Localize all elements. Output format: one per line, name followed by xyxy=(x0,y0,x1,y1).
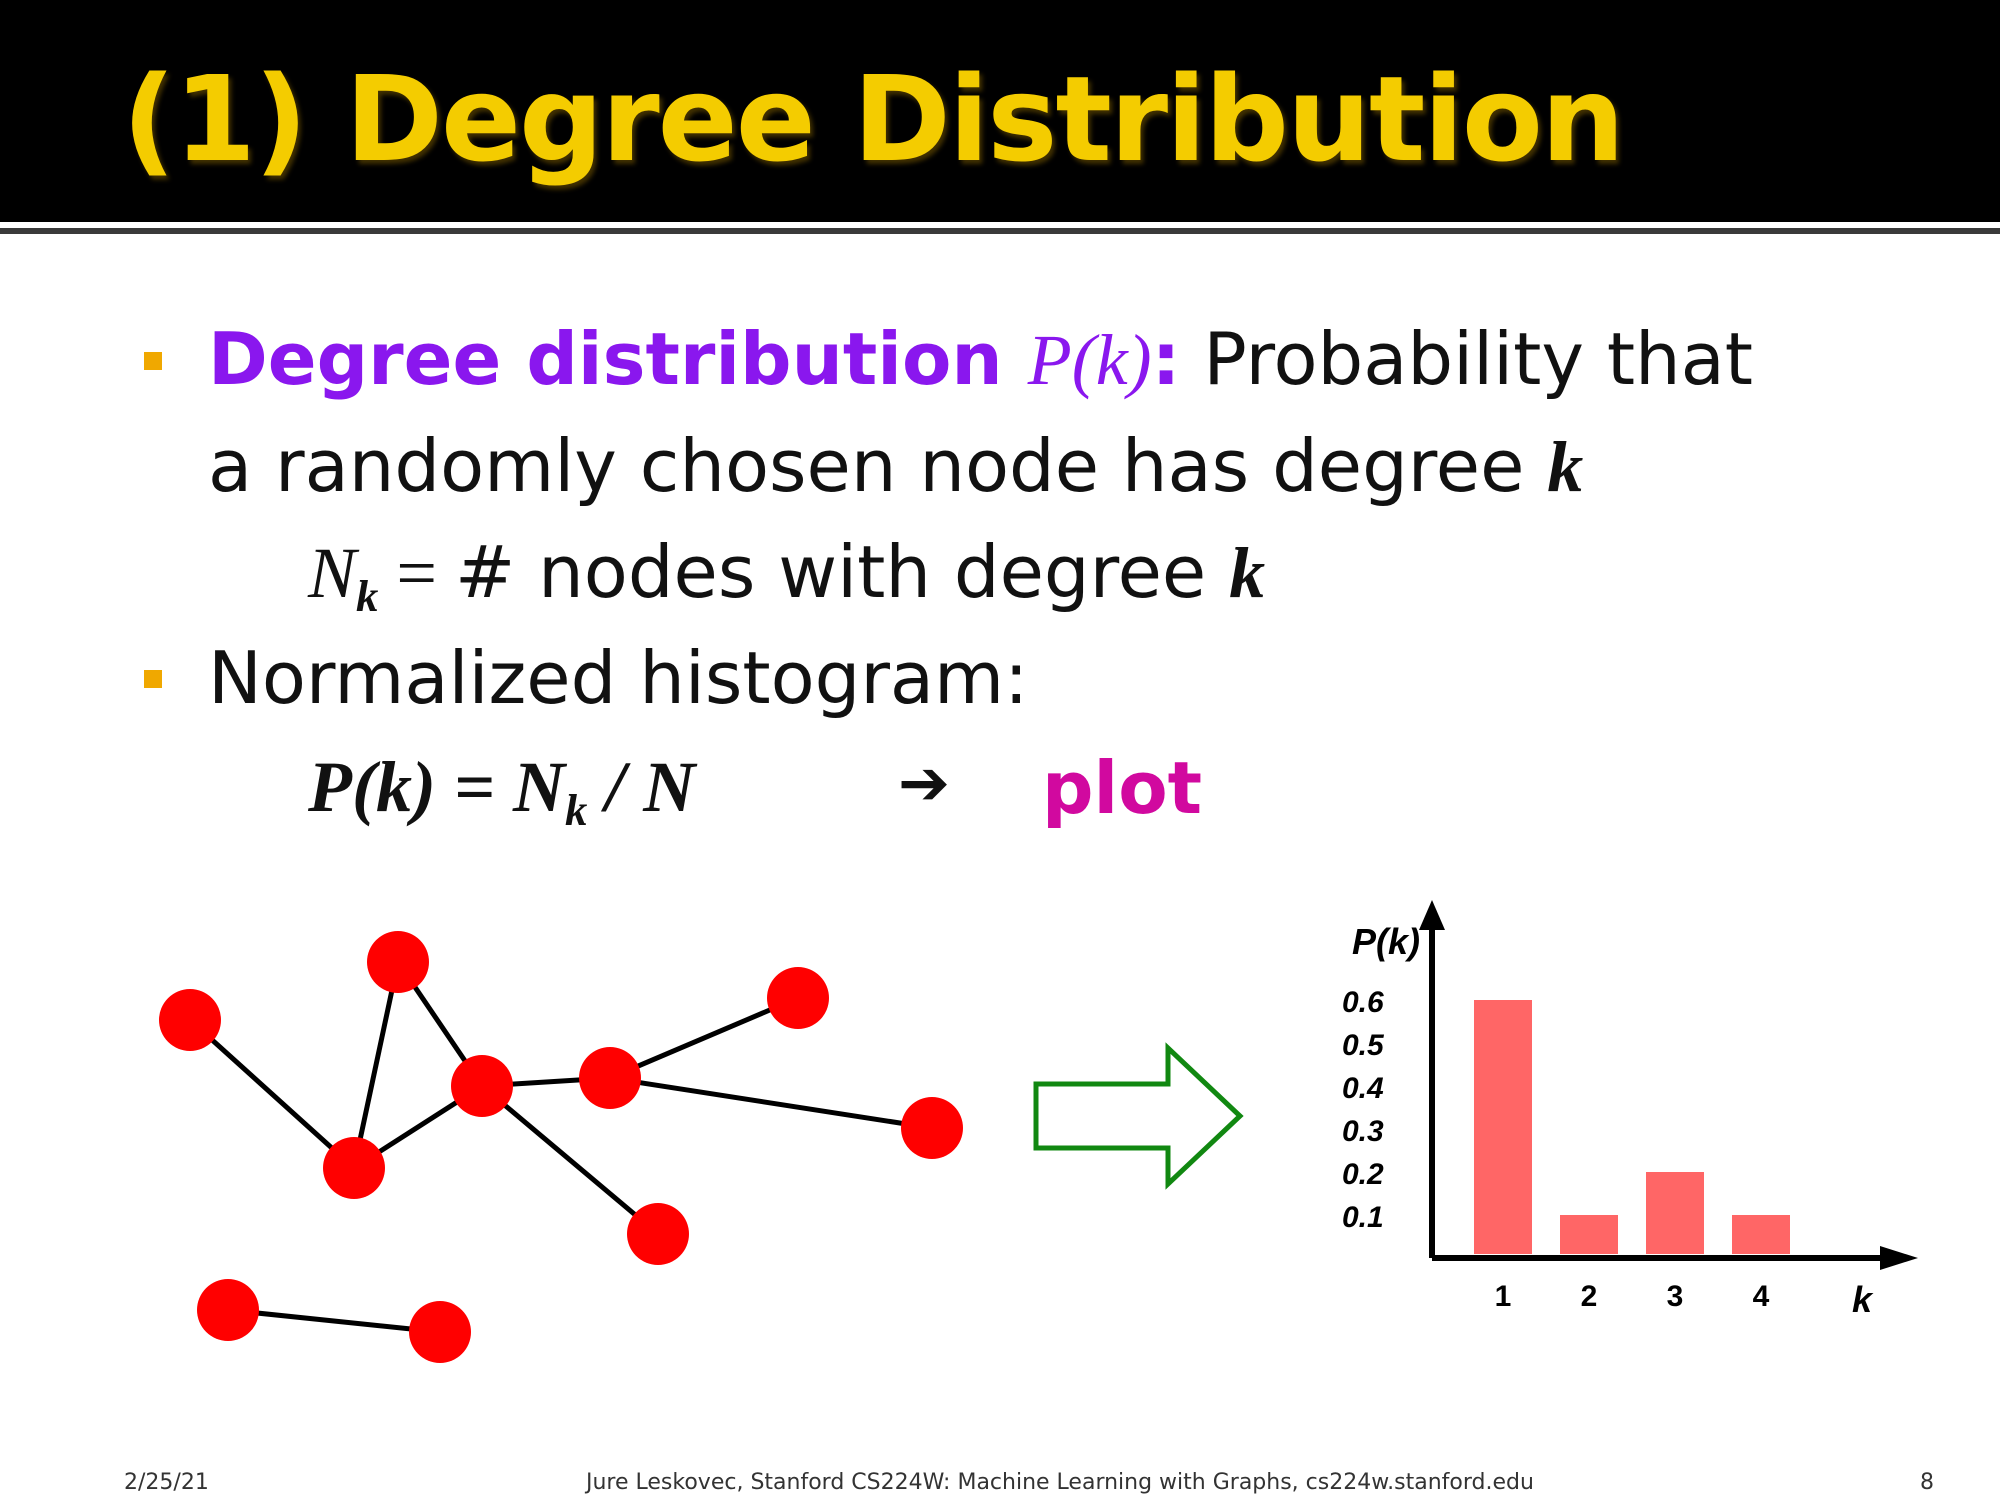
degree-k-math: k xyxy=(1547,427,1584,507)
nk-subscript: k xyxy=(356,571,379,622)
term-colon: : xyxy=(1151,317,1181,401)
histogram-bar xyxy=(1732,1215,1790,1254)
graph-edge xyxy=(609,995,799,1081)
y-axis-arrowhead xyxy=(1419,900,1445,930)
definition-text-1: Probability that xyxy=(1180,317,1754,401)
graph-nodes xyxy=(159,931,963,1363)
nk-equals: = xyxy=(378,533,455,613)
x-tick-label: 3 xyxy=(1667,1280,1684,1313)
footer-date: 2/25/21 xyxy=(124,1470,209,1495)
x-tick-label: 4 xyxy=(1753,1280,1770,1313)
title-underline xyxy=(0,228,2000,234)
degree-histogram-chart: P(k) k 0.1 0.2 0.3 0.4 0.5 0.6 1 2 3 4 xyxy=(1342,900,1918,1320)
graph-edge xyxy=(609,1075,933,1131)
x-axis-label: k xyxy=(1852,1279,1874,1320)
bullet-marker xyxy=(144,352,162,370)
histogram-bar xyxy=(1560,1215,1618,1254)
nk-text: # nodes with degree xyxy=(454,530,1230,614)
graph-node xyxy=(159,989,221,1051)
graph-node xyxy=(579,1047,641,1109)
histogram-bar xyxy=(1646,1172,1704,1254)
nk-definition-line: Nk = # nodes with degree k xyxy=(308,536,1265,619)
x-tick-label: 2 xyxy=(1581,1280,1598,1313)
x-tick-label: 1 xyxy=(1495,1280,1512,1313)
graph-edge xyxy=(480,1084,660,1236)
normalized-histogram-text: Normalized histogram: xyxy=(208,636,1029,720)
graph-edge xyxy=(188,1018,356,1170)
graph-node xyxy=(409,1301,471,1363)
graph-node xyxy=(323,1137,385,1199)
footer-credit: Jure Leskovec, Stanford CS224W: Machine … xyxy=(586,1470,1534,1495)
transform-arrow-icon xyxy=(1033,1042,1244,1190)
y-axis-label: P(k) xyxy=(1352,921,1420,962)
y-tick-label: 0.5 xyxy=(1342,1029,1385,1062)
title-bar xyxy=(0,0,2000,222)
graph-node xyxy=(901,1097,963,1159)
formula-line: P(k) = Nk / N xyxy=(308,750,695,833)
x-axis-arrowhead xyxy=(1880,1246,1918,1270)
graph-node xyxy=(767,967,829,1029)
formula-rhs: / N xyxy=(587,747,696,827)
bullet-marker xyxy=(144,670,162,688)
slide-title: (1) Degree Distribution xyxy=(122,50,1625,188)
footer-page-number: 8 xyxy=(1920,1470,1934,1495)
graph-edge xyxy=(351,961,401,1169)
graph-node xyxy=(197,1279,259,1341)
graph-node xyxy=(451,1055,513,1117)
plot-label: plot xyxy=(1042,746,1203,830)
formula-lhs: P(k) = N xyxy=(308,747,565,827)
bullet-2-line: Normalized histogram: xyxy=(208,642,1028,714)
y-tick-label: 0.6 xyxy=(1342,986,1384,1019)
bullet-1-line-1: Degree distribution P(k): Probability th… xyxy=(208,323,1753,396)
right-arrow-icon: ➔ xyxy=(898,746,950,819)
graph-node xyxy=(367,931,429,993)
y-tick-label: 0.4 xyxy=(1342,1072,1384,1105)
nk-k-math: k xyxy=(1229,533,1266,613)
term-degree-distribution: Degree distribution xyxy=(208,317,1028,401)
bullet-1-line-2: a randomly chosen node has degree k xyxy=(208,430,1583,503)
definition-text-2: a randomly chosen node has degree xyxy=(208,424,1548,508)
y-tick-label: 0.1 xyxy=(1342,1201,1384,1234)
y-tick-label: 0.3 xyxy=(1342,1115,1384,1148)
graph-node xyxy=(627,1203,689,1265)
term-pk-math: P(k) xyxy=(1027,320,1152,400)
network-graph xyxy=(159,931,963,1363)
histogram-bar xyxy=(1474,1000,1532,1254)
nk-symbol: N xyxy=(308,533,357,613)
y-tick-label: 0.2 xyxy=(1342,1158,1384,1191)
graph-edge xyxy=(227,1307,441,1335)
formula-subscript: k xyxy=(564,785,588,836)
